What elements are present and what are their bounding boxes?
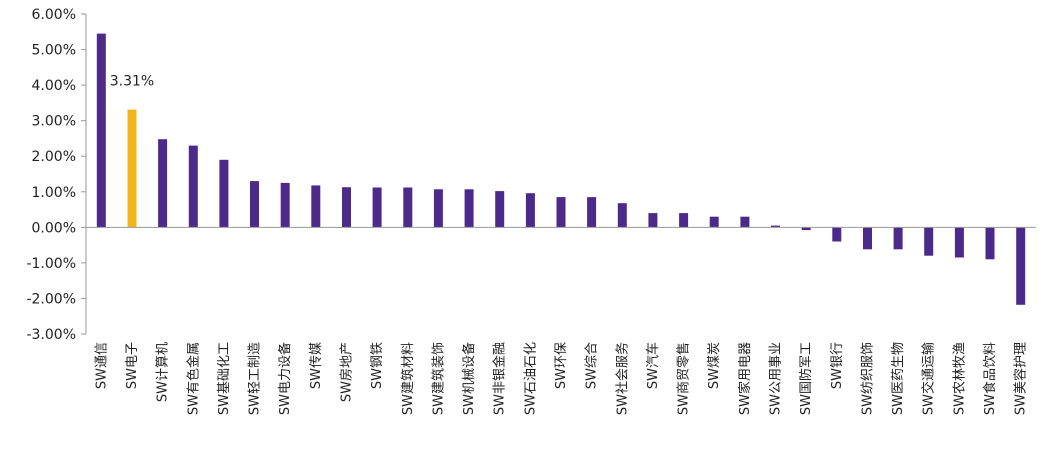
bar-14 bbox=[495, 191, 505, 228]
bar-3 bbox=[158, 139, 168, 228]
bar-6 bbox=[250, 181, 259, 228]
x-tick-label: SW计算机 bbox=[156, 342, 171, 402]
x-tick-label: SW轻工制造 bbox=[248, 342, 263, 415]
bar-29 bbox=[954, 227, 964, 258]
x-tick-label: SW传媒 bbox=[309, 342, 324, 389]
bar-22 bbox=[740, 216, 750, 228]
x-tick-label: SW综合 bbox=[585, 342, 600, 389]
bar-7 bbox=[280, 182, 290, 228]
x-tick-label: SW商贸零售 bbox=[676, 342, 692, 415]
bar-2 bbox=[127, 109, 137, 228]
x-tick-label: SW有色金属 bbox=[185, 342, 201, 415]
y-tick-label: 2.00% bbox=[32, 149, 76, 165]
x-tick-label: SW纺织服饰 bbox=[860, 342, 875, 415]
x-tick-label: SW汽车 bbox=[645, 342, 661, 389]
y-tick-label: 4.00% bbox=[32, 78, 76, 94]
x-tick-label: SW环保 bbox=[554, 342, 569, 389]
x-tick-label: SW社会服务 bbox=[614, 342, 630, 415]
bar-15 bbox=[525, 193, 535, 228]
bar-26 bbox=[863, 227, 872, 250]
x-tick-label: SW食品饮料 bbox=[982, 342, 998, 415]
bar-31 bbox=[1016, 227, 1026, 305]
data-label: 3.31% bbox=[110, 74, 154, 90]
x-tick-label: SW非银金融 bbox=[492, 342, 508, 415]
x-tick-label: SW医药生物 bbox=[891, 342, 906, 415]
bar-19 bbox=[648, 213, 658, 228]
x-tick-label: SW基础化工 bbox=[217, 342, 232, 415]
bar-10 bbox=[372, 187, 382, 228]
y-tick-label: 6.00% bbox=[32, 7, 76, 23]
bar-25 bbox=[832, 227, 842, 242]
y-tick-label: 3.00% bbox=[32, 114, 76, 130]
x-tick-label: SW家用电器 bbox=[737, 342, 753, 415]
bar-17 bbox=[587, 197, 597, 228]
x-tick-label: SW钢铁 bbox=[370, 342, 385, 389]
bar-8 bbox=[311, 185, 321, 228]
y-tick-label: 1.00% bbox=[32, 185, 76, 201]
bar-16 bbox=[556, 197, 566, 228]
x-tick-label: SW建筑材料 bbox=[400, 342, 416, 415]
bar-27 bbox=[893, 227, 903, 250]
bar-11 bbox=[403, 187, 413, 228]
x-tick-label: SW机械设备 bbox=[461, 342, 477, 415]
y-tick-label: -2.00% bbox=[26, 291, 76, 307]
bar-13 bbox=[464, 189, 474, 228]
bar-18 bbox=[617, 203, 627, 228]
x-tick-label: SW建筑装饰 bbox=[430, 342, 446, 415]
x-tick-label: SW煤炭 bbox=[707, 342, 722, 389]
bar-12 bbox=[433, 189, 443, 228]
bar-24 bbox=[801, 227, 811, 231]
bar-23 bbox=[771, 225, 780, 228]
bar-28 bbox=[924, 227, 934, 256]
x-tick-label: SW石油石化 bbox=[523, 342, 538, 415]
bar-21 bbox=[709, 216, 719, 228]
bar-20 bbox=[679, 213, 689, 228]
bar-1 bbox=[96, 33, 106, 228]
x-tick-label: SW农林牧渔 bbox=[952, 342, 967, 415]
bar-30 bbox=[985, 227, 995, 260]
bar-4 bbox=[188, 145, 198, 228]
y-tick-label: 5.00% bbox=[32, 43, 76, 59]
x-tick-label: SW交通运输 bbox=[921, 342, 937, 415]
x-tick-label: SW电子 bbox=[125, 342, 140, 389]
x-tick-label: SW美容护理 bbox=[1013, 342, 1029, 415]
y-tick-label: -1.00% bbox=[26, 256, 76, 272]
x-tick-label: SW通信 bbox=[94, 342, 109, 389]
x-tick-label: SW国防军工 bbox=[798, 342, 814, 415]
y-tick-label: -3.00% bbox=[26, 327, 76, 343]
bar-9 bbox=[342, 187, 351, 228]
bar-5 bbox=[219, 159, 229, 228]
y-tick-label: 0.00% bbox=[32, 220, 76, 236]
x-tick-label: SW电力设备 bbox=[277, 342, 293, 415]
x-tick-label: SW银行 bbox=[830, 342, 845, 389]
x-tick-label: SW公用事业 bbox=[769, 342, 784, 415]
x-tick-label: SW房地产 bbox=[338, 342, 354, 402]
